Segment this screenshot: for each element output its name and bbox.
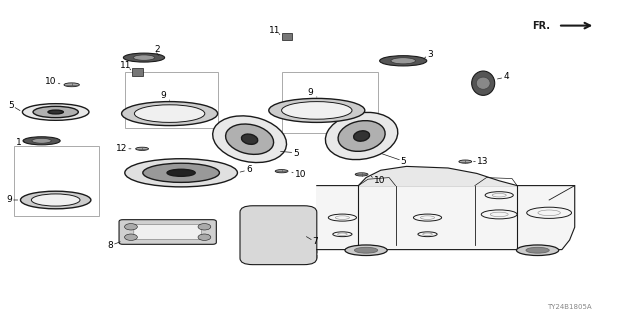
Ellipse shape <box>275 170 288 173</box>
Ellipse shape <box>225 124 274 154</box>
Ellipse shape <box>526 247 549 253</box>
Ellipse shape <box>380 56 427 66</box>
Ellipse shape <box>282 101 352 119</box>
Ellipse shape <box>124 53 164 62</box>
Text: 9: 9 <box>308 88 313 97</box>
Ellipse shape <box>391 58 415 64</box>
Ellipse shape <box>134 105 205 122</box>
Circle shape <box>198 234 211 240</box>
Ellipse shape <box>20 191 91 209</box>
Ellipse shape <box>345 245 387 255</box>
Circle shape <box>198 224 211 230</box>
Ellipse shape <box>122 101 218 125</box>
Text: 13: 13 <box>477 157 489 166</box>
Text: 8: 8 <box>108 241 113 250</box>
Text: 10: 10 <box>374 176 385 185</box>
Ellipse shape <box>355 173 368 176</box>
Text: 10: 10 <box>295 170 307 179</box>
Text: 11: 11 <box>269 26 281 35</box>
Text: 9: 9 <box>161 91 166 100</box>
Ellipse shape <box>22 104 89 120</box>
Ellipse shape <box>269 98 365 122</box>
Bar <box>125 72 218 128</box>
Ellipse shape <box>33 106 78 118</box>
Text: 5: 5 <box>294 149 299 158</box>
Text: FR.: FR. <box>532 20 550 31</box>
Ellipse shape <box>133 55 155 60</box>
Bar <box>282 72 378 133</box>
Ellipse shape <box>212 116 287 163</box>
Ellipse shape <box>459 160 472 163</box>
Bar <box>132 68 143 76</box>
Polygon shape <box>358 166 517 186</box>
FancyBboxPatch shape <box>134 225 202 239</box>
Ellipse shape <box>64 83 79 87</box>
Ellipse shape <box>31 194 80 206</box>
Text: 3: 3 <box>427 50 433 59</box>
Ellipse shape <box>325 112 398 160</box>
Ellipse shape <box>472 71 495 95</box>
Text: 11: 11 <box>120 61 132 70</box>
Text: 7: 7 <box>313 237 318 246</box>
Ellipse shape <box>476 77 490 89</box>
Circle shape <box>125 234 138 240</box>
Circle shape <box>125 224 138 230</box>
FancyBboxPatch shape <box>119 220 216 244</box>
Ellipse shape <box>32 138 51 143</box>
Text: 6: 6 <box>246 165 252 174</box>
Ellipse shape <box>516 245 559 255</box>
Ellipse shape <box>354 131 369 141</box>
Ellipse shape <box>355 247 378 253</box>
Text: 5: 5 <box>401 157 406 166</box>
Ellipse shape <box>125 159 237 187</box>
FancyBboxPatch shape <box>240 206 317 265</box>
Text: 10: 10 <box>45 77 57 86</box>
Ellipse shape <box>23 137 60 145</box>
Text: 9: 9 <box>6 196 12 204</box>
Ellipse shape <box>167 169 195 176</box>
Text: 5: 5 <box>8 101 13 110</box>
Bar <box>14 146 99 216</box>
Ellipse shape <box>143 163 220 182</box>
Text: TY24B1805A: TY24B1805A <box>547 304 592 310</box>
Text: 1: 1 <box>17 138 22 147</box>
Text: 12: 12 <box>116 144 127 153</box>
Ellipse shape <box>241 134 258 144</box>
Ellipse shape <box>48 110 63 114</box>
Ellipse shape <box>136 147 148 150</box>
Polygon shape <box>317 186 575 250</box>
Bar <box>282 33 292 40</box>
Text: 4: 4 <box>504 72 509 81</box>
Text: 2: 2 <box>154 45 159 54</box>
Ellipse shape <box>338 121 385 151</box>
